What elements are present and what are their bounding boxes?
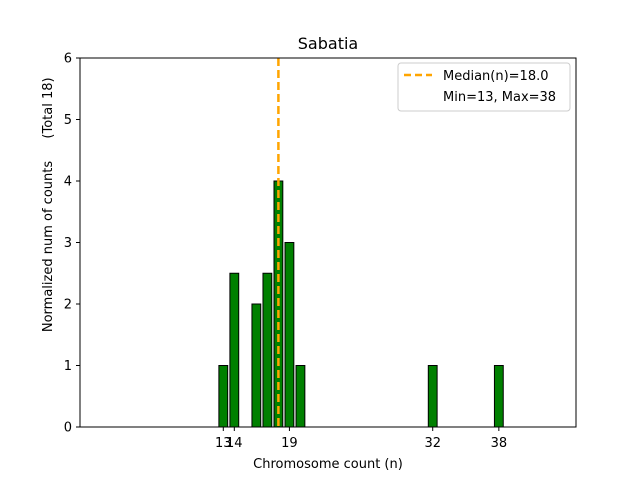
bar-17	[262, 272, 273, 428]
x-tick-label-38: 38	[491, 436, 508, 451]
chart-title: Sabatia	[298, 34, 358, 53]
bar-38	[493, 365, 504, 428]
bars-layer	[218, 180, 504, 428]
x-tick-label-19: 19	[281, 436, 298, 451]
legend-entry-range: Min=13, Max=38	[443, 90, 556, 105]
x-tick-label-14: 14	[226, 436, 243, 451]
y-tick-label-6: 6	[64, 52, 72, 67]
y-tick-label-0: 0	[64, 421, 72, 436]
bar-32	[427, 365, 438, 428]
y-axis-note: (Total 18)	[41, 77, 56, 138]
y-tick-label-5: 5	[64, 113, 72, 128]
bar-20	[295, 365, 306, 428]
x-axis-title: Chromosome count (n)	[253, 457, 403, 472]
y-tick-label-4: 4	[64, 175, 72, 190]
y-axis-title: Normalized num of counts	[41, 161, 56, 332]
y-axis-ticks: 0 1 2 3 4 5 6	[64, 52, 80, 436]
y-tick-label-1: 1	[64, 359, 72, 374]
y-tick-label-3: 3	[64, 236, 72, 251]
bar-14	[229, 272, 240, 428]
x-tick-label-13: 13	[215, 436, 232, 451]
legend: Median(n)=18.0 Min=13, Max=38	[397, 62, 571, 112]
bar-19	[284, 242, 295, 428]
bar-16	[251, 303, 262, 428]
y-tick-label-2: 2	[64, 298, 72, 313]
legend-entry-median: Median(n)=18.0	[443, 69, 549, 84]
x-tick-label-32: 32	[424, 436, 441, 451]
legend-box	[397, 62, 571, 112]
bar-13	[218, 365, 229, 428]
